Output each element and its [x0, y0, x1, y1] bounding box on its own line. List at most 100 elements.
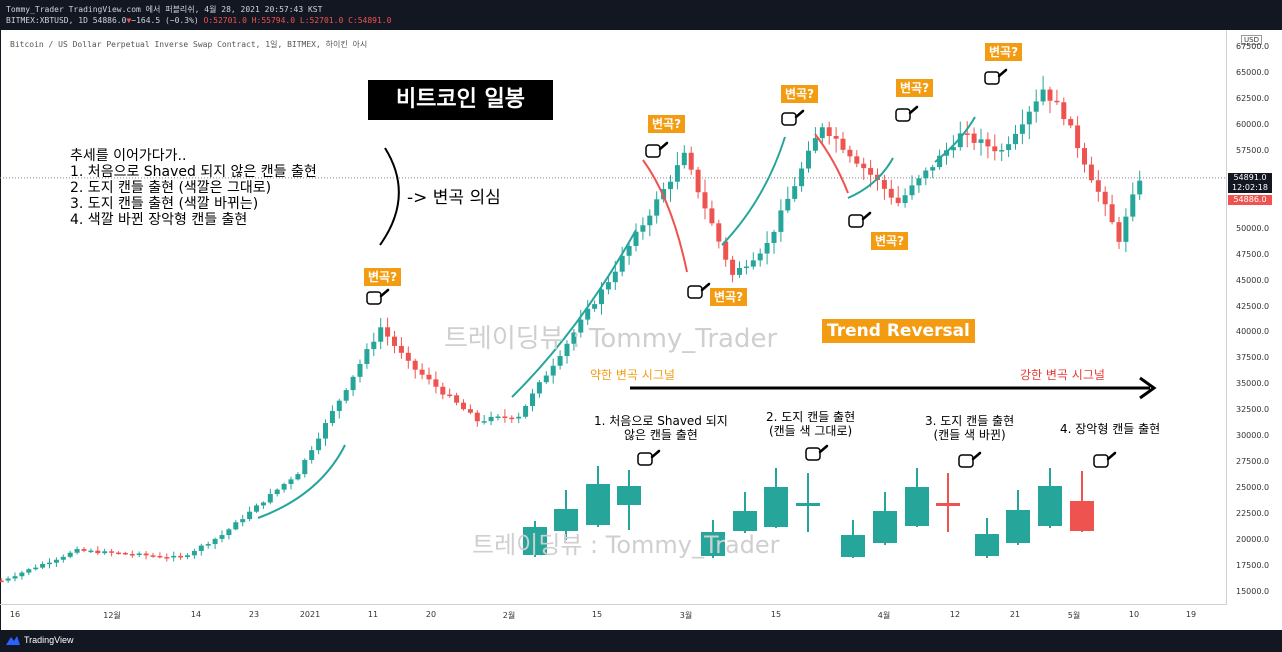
example-candle — [873, 511, 897, 543]
candle — [964, 133, 970, 135]
time-tick-label: 10 — [1128, 610, 1140, 619]
time-tick-label: 21 — [1009, 610, 1021, 619]
candle — [157, 555, 163, 558]
candle — [122, 552, 128, 555]
example-candle — [905, 487, 929, 526]
candle — [950, 147, 956, 151]
time-tick-label: 4월 — [877, 611, 891, 620]
candle — [1054, 100, 1060, 103]
candle — [336, 400, 342, 411]
candle — [488, 416, 494, 422]
candle — [323, 423, 328, 439]
pointing-hand-icon — [984, 68, 1008, 85]
candle — [619, 255, 625, 272]
candle — [1075, 125, 1081, 149]
candle — [626, 245, 632, 256]
example-candle — [841, 535, 865, 557]
candle — [516, 416, 522, 419]
candle — [102, 551, 108, 554]
candle — [523, 406, 529, 417]
candle — [398, 345, 404, 353]
candle — [1068, 119, 1074, 126]
change-label: −164.5 (−0.3%) — [131, 16, 199, 25]
candle — [612, 271, 618, 283]
pointing-hand-icon — [781, 109, 805, 126]
example-candle — [975, 534, 999, 556]
candle — [226, 529, 232, 536]
note-line: 1. 처음으로 Shaved 되지 않은 캔들 출현 — [70, 164, 317, 180]
pattern-caption: 1. 처음으로 Shaved 되지 않은 캔들 출현 — [594, 414, 728, 442]
candle — [288, 479, 294, 484]
pattern-caption: 4. 장악형 캔들 출현 — [1060, 422, 1160, 436]
chart-frame[interactable] — [0, 30, 1282, 630]
candle — [205, 544, 211, 546]
candle — [730, 259, 736, 275]
trend-curve — [847, 157, 894, 199]
candle — [212, 538, 218, 545]
candle — [633, 231, 639, 246]
pointing-hand-icon — [1093, 451, 1117, 468]
reversal-badge: 변곡? — [985, 43, 1023, 61]
trend-curve — [814, 133, 849, 194]
caption-line: 않은 캔들 출현 — [623, 428, 698, 442]
candle — [267, 494, 273, 503]
candle — [881, 180, 887, 189]
candle — [185, 555, 190, 558]
example-candle — [796, 503, 820, 506]
candle — [930, 167, 936, 171]
candle — [191, 550, 197, 556]
candle — [254, 505, 259, 512]
candle — [771, 231, 777, 243]
tradingview-logo-icon — [6, 636, 20, 645]
footer-bar: TradingView — [0, 630, 1282, 652]
watermark: 트레이딩뷰 : Tommy_Trader — [472, 531, 780, 559]
candle — [1088, 164, 1094, 181]
candle — [806, 150, 811, 169]
time-tick-label: 23 — [248, 610, 260, 619]
candle — [419, 369, 425, 375]
candle — [1130, 194, 1136, 217]
price-tick-label: 42500.0 — [1236, 301, 1270, 311]
candle — [433, 379, 439, 387]
candle — [47, 562, 52, 565]
price-tick-label: 50000.0 — [1236, 223, 1270, 233]
candle — [316, 438, 322, 451]
price-tick-label: 25000.0 — [1236, 483, 1270, 493]
candle — [764, 242, 770, 254]
candle — [854, 156, 860, 164]
ohlc-line: BITMEX:XBTUSD, 1D 54886.0▼−164.5 (−0.3%)… — [6, 16, 391, 25]
candle — [247, 511, 253, 520]
candle — [19, 572, 25, 577]
candle — [88, 550, 94, 553]
example-candle — [554, 509, 578, 531]
candle — [536, 382, 542, 394]
current-price: 54891.0 — [1233, 173, 1267, 182]
time-tick-label: 15 — [770, 610, 782, 619]
example-candle — [617, 486, 641, 505]
candle — [350, 376, 356, 391]
candle — [571, 332, 577, 344]
candle — [12, 576, 18, 579]
note-line: 3. 도지 캔들 출현 (색깔 바뀌는) — [70, 196, 259, 212]
candle — [550, 365, 556, 376]
signal-arrowhead — [1139, 376, 1157, 400]
candle — [743, 266, 749, 269]
candle — [1040, 89, 1046, 102]
candle — [840, 138, 846, 150]
candle — [53, 559, 59, 563]
candle — [454, 395, 460, 403]
brand-label: TradingView — [24, 635, 74, 645]
candle — [937, 155, 943, 168]
candle — [1116, 222, 1122, 242]
candle — [412, 360, 418, 370]
candle — [385, 327, 391, 337]
candle — [957, 133, 963, 148]
candle — [985, 139, 991, 147]
candle — [136, 553, 142, 556]
low-label: L:52701.0 — [299, 16, 344, 25]
time-tick-label: 5월 — [1067, 611, 1081, 620]
candle — [778, 210, 784, 232]
currency-label[interactable]: USD — [1241, 35, 1262, 45]
watermark: 트레이딩뷰 : Tommy_Trader — [444, 324, 778, 354]
